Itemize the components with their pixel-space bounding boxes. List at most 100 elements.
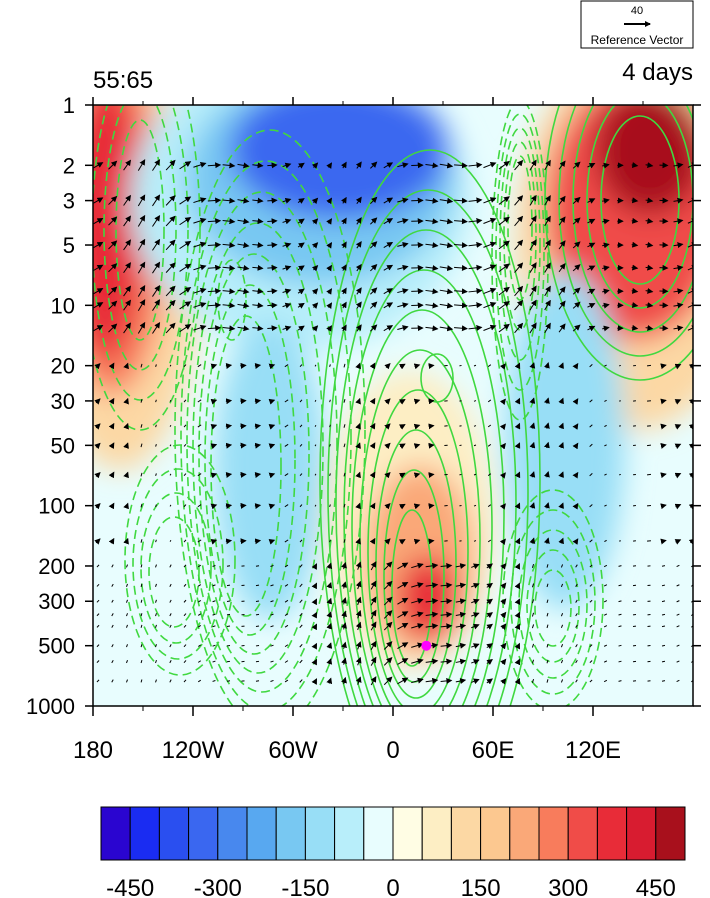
wind-vector xyxy=(572,423,579,430)
wind-vector xyxy=(370,596,377,606)
wind-vector xyxy=(645,241,654,248)
wind-vector xyxy=(483,241,497,248)
wind-vector xyxy=(297,325,305,332)
wind-vector xyxy=(589,424,593,428)
wind-vector xyxy=(575,679,578,683)
contour-negative xyxy=(140,492,212,644)
wind-vector xyxy=(341,161,347,169)
contour-positive xyxy=(351,309,493,706)
wind-vector xyxy=(544,215,551,227)
wind-vector xyxy=(383,580,393,590)
contour-positive xyxy=(319,149,541,706)
wind-vector xyxy=(471,612,480,618)
reference-vector-box: 40 Reference Vector xyxy=(580,0,694,49)
wind-vector xyxy=(299,443,303,447)
wind-vector xyxy=(587,218,596,225)
wind-vector xyxy=(197,504,202,508)
wind-vector xyxy=(96,613,100,617)
wind-vector xyxy=(411,642,424,649)
wind-vector xyxy=(268,443,276,450)
wind-vector xyxy=(543,397,550,404)
wind-vector xyxy=(155,424,157,428)
wind-vector xyxy=(267,325,278,332)
wind-vector xyxy=(326,162,333,169)
wind-vector xyxy=(197,679,202,683)
wind-vector xyxy=(370,580,377,590)
wind-vector xyxy=(428,472,435,478)
wind-vector xyxy=(311,242,319,249)
wind-vector xyxy=(197,424,202,428)
wind-vector xyxy=(558,397,564,405)
wind-vector xyxy=(529,362,536,369)
wind-vector xyxy=(252,197,264,204)
wind-vector xyxy=(179,301,192,310)
wind-vector xyxy=(413,503,421,510)
wind-vector xyxy=(355,656,362,666)
wind-vector xyxy=(602,265,610,272)
wind-vector xyxy=(155,399,157,403)
wind-vector xyxy=(529,159,537,171)
plot-area xyxy=(93,105,693,706)
wind-vector xyxy=(282,162,292,169)
wind-vector xyxy=(673,197,684,204)
y-tick-label: 20 xyxy=(51,354,75,379)
wind-vector xyxy=(210,538,218,545)
wind-vector xyxy=(399,443,406,450)
wind-vector xyxy=(326,677,333,685)
colorbar-swatch xyxy=(100,806,131,861)
wind-vector xyxy=(514,422,521,430)
wind-vector xyxy=(197,660,202,663)
wind-vector xyxy=(123,502,129,510)
wind-vector xyxy=(268,398,276,405)
wind-vector xyxy=(284,644,289,648)
wind-vector xyxy=(546,599,549,604)
y-tick-label: 500 xyxy=(38,634,75,659)
wind-vector xyxy=(673,218,684,225)
wind-vector xyxy=(589,399,593,403)
wind-vector xyxy=(631,324,639,331)
wind-vector xyxy=(267,288,278,295)
wind-vector xyxy=(140,613,143,617)
wind-vector xyxy=(126,583,128,587)
wind-vector xyxy=(111,644,114,648)
wind-vector xyxy=(254,442,262,449)
wind-vector xyxy=(108,240,118,250)
x-tick-label: 0 xyxy=(386,737,399,764)
wind-vector xyxy=(252,162,264,169)
wind-vector xyxy=(397,677,409,685)
wind-vector xyxy=(299,624,303,629)
wind-vector xyxy=(123,397,129,405)
wind-vector xyxy=(108,362,115,370)
wind-vector xyxy=(140,644,143,648)
wind-vector xyxy=(425,197,439,204)
colorbar-label: -450 xyxy=(106,875,154,898)
wind-vector xyxy=(355,580,362,590)
wind-vector xyxy=(384,471,391,479)
colorbar-swatch xyxy=(334,806,365,861)
wind-vector xyxy=(169,424,172,427)
wind-vector xyxy=(193,217,207,224)
wind-vector xyxy=(355,641,362,650)
wind-vector xyxy=(399,424,406,430)
wind-vector xyxy=(268,472,276,479)
wind-vector xyxy=(297,218,305,225)
colorbar-label: -150 xyxy=(281,875,329,898)
wind-vector xyxy=(397,581,409,589)
wind-vector xyxy=(560,612,564,617)
wind-vector xyxy=(93,162,104,169)
wind-vector xyxy=(645,197,654,204)
wind-vector xyxy=(383,242,394,248)
wind-vector xyxy=(558,362,564,369)
wind-vector xyxy=(282,242,292,249)
wind-vector xyxy=(94,398,101,405)
wind-vector xyxy=(314,364,317,367)
wind-vector xyxy=(343,363,346,368)
wind-vector xyxy=(399,363,406,370)
wind-vector xyxy=(631,302,639,308)
wind-vector xyxy=(473,425,477,427)
colorbar-swatch xyxy=(363,806,394,861)
wind-vector xyxy=(575,564,578,568)
wind-vector xyxy=(487,473,492,476)
contour-negative xyxy=(499,127,541,361)
wind-vector xyxy=(631,197,639,204)
